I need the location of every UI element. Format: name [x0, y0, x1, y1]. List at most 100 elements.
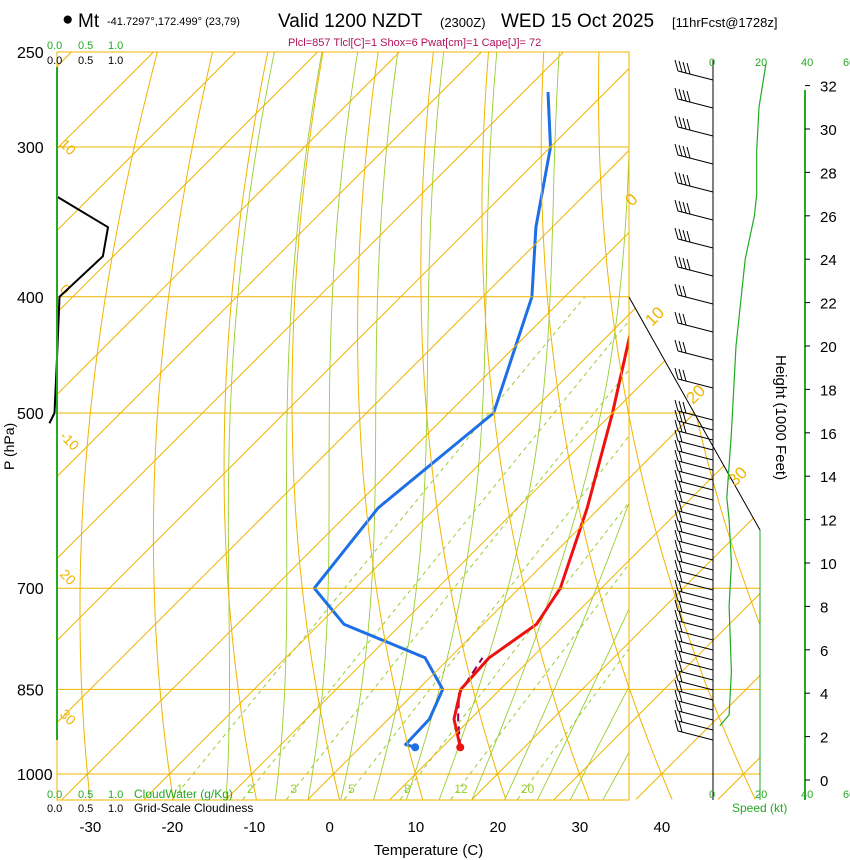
pressure-tick-label: 300 [17, 140, 44, 157]
wind-barb-flag [678, 580, 683, 593]
wind-barb-flag [678, 368, 683, 381]
height-tick-label: 16 [820, 426, 837, 443]
wind-barb-flag [674, 669, 679, 682]
wind-barb-flag [674, 519, 679, 532]
wind-barb-flag [686, 202, 691, 215]
moist-adiabat-line [274, 52, 323, 800]
isotherm-line [57, 52, 400, 800]
wind-barb-flag [682, 257, 687, 270]
wind-barb-flag [674, 629, 679, 642]
wind-barb-flag [678, 410, 683, 423]
wind-barb-staff [677, 154, 714, 165]
wind-barb-flag [674, 659, 679, 672]
wind-barb-flag [678, 560, 683, 573]
wind-barb-flag [678, 450, 683, 463]
x-tick-label: 0 [326, 819, 334, 836]
wind-barb-staff [677, 510, 714, 521]
wind-barb-flag [678, 510, 683, 523]
isotherm-line [143, 52, 760, 800]
mixing-ratio-line [172, 296, 586, 800]
surface-temperature-marker [456, 743, 465, 752]
wind-barb-flag [678, 420, 683, 433]
x-tick-label: 20 [490, 819, 507, 836]
isotherm-line [57, 52, 646, 800]
wind-barb-flag [682, 229, 687, 242]
wind-barb-flag [674, 283, 679, 296]
wind-barb-flag [678, 690, 683, 703]
wind-barb-staff [677, 350, 714, 361]
moist-adiabat-line [406, 52, 498, 800]
wind-barb-flag [674, 489, 679, 502]
wind-barb-flag [682, 369, 687, 382]
wind-barb-flag [678, 680, 683, 693]
x-tick-label: 10 [408, 819, 425, 836]
wind-speed-profile [719, 63, 767, 727]
wind-barb-flag [678, 550, 683, 563]
wind-barb-flag [674, 709, 679, 722]
dry-adiabat-line [481, 52, 590, 800]
height-tick-label: 26 [820, 209, 837, 226]
wind-barb-flag [678, 340, 683, 353]
isotherm-line [57, 52, 482, 800]
wind-barb-flag [674, 449, 679, 462]
cloudiness-tick-bottom: 0.0 [47, 803, 62, 815]
wind-barb-staff [677, 294, 714, 305]
wind-barb-staff [677, 560, 714, 571]
cloudiness-tick-top: 1.0 [108, 55, 123, 67]
wind-barb-staff [677, 322, 714, 333]
wind-barb-staff [677, 490, 714, 501]
wind-barb-flag [678, 228, 683, 241]
wind-barb-staff [677, 520, 714, 531]
moist-adiabat-line [504, 501, 629, 800]
speed-tick-top: 60 [843, 57, 850, 69]
wind-barb-staff [677, 470, 714, 481]
wind-barb-staff [677, 590, 714, 601]
mixing-ratio-line [399, 501, 629, 800]
wind-barb-flag [678, 490, 683, 503]
wind-barb-staff [677, 540, 714, 551]
wind-barb-flag [674, 499, 679, 512]
height-tick-label: 28 [820, 165, 837, 182]
moist-adiabat-line [537, 607, 629, 800]
moist-adiabat-line [570, 685, 629, 800]
height-tick-label: 24 [820, 252, 837, 269]
pressure-tick-label: 1000 [17, 767, 53, 784]
x-tick-label: -10 [244, 819, 266, 836]
wind-barb-flag [674, 469, 679, 482]
wind-barb-flag [686, 230, 691, 243]
wind-barb-staff [677, 720, 714, 731]
height-tick-label: 0 [820, 773, 828, 790]
wind-barb-flag [674, 609, 679, 622]
wind-barb-staff [677, 610, 714, 621]
wind-barb-flag [678, 610, 683, 623]
mixing-ratio-label: 20 [521, 782, 535, 796]
isotherm-line [57, 52, 728, 800]
wind-barb-flag [682, 285, 687, 298]
wind-panel-edge [628, 296, 761, 800]
mixing-ratio-label: 3 [290, 782, 297, 796]
wind-barb-flag [678, 710, 683, 723]
height-tick-label: 20 [820, 339, 837, 356]
wind-barb-flag [678, 660, 683, 673]
wind-barb-flag [682, 401, 687, 414]
wind-barb-flag [686, 174, 691, 187]
wind-barb-staff [677, 650, 714, 661]
height-tick-label: 30 [820, 122, 837, 139]
speed-tick-top: 20 [755, 57, 767, 69]
isotherm-label: -10 [57, 428, 83, 454]
wind-barb-flag [678, 284, 683, 297]
station-marker: ● [62, 9, 74, 30]
wind-barb-flag [678, 460, 683, 473]
cloud-water-tick-top: 0.0 [47, 40, 62, 52]
forecast-info: [11hrFcst@1728z] [672, 15, 778, 30]
wind-barb-flag [674, 311, 679, 324]
wind-barb-flag [678, 470, 683, 483]
wind-barb-flag [678, 640, 683, 653]
wind-barb-staff [677, 700, 714, 711]
mixing-ratio-label: 2 [247, 782, 254, 796]
parcel-profile [457, 657, 484, 748]
wind-barb-flag [678, 312, 683, 325]
wind-barb-staff [677, 266, 714, 277]
dry-adiabat-line [357, 52, 424, 800]
cloud-water-tick-top: 1.0 [108, 40, 123, 52]
